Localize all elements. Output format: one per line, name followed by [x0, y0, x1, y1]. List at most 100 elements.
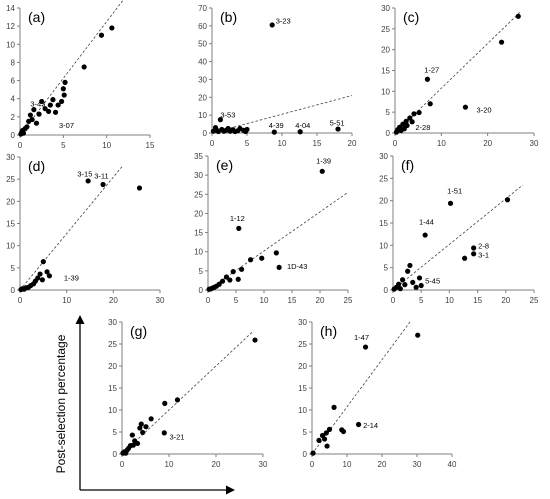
data-point — [319, 168, 325, 174]
data-point — [415, 332, 421, 338]
data-point — [252, 337, 258, 343]
data-point — [33, 120, 40, 126]
figure-y-label: Post-selection percentage — [54, 334, 68, 473]
y-tick-label: 30 — [198, 75, 207, 84]
x-tick-label: 10 — [102, 141, 111, 150]
y-tick-label: 15 — [108, 384, 117, 393]
x-tick-label: 10 — [62, 296, 71, 305]
y-tick-label: 10 — [6, 40, 15, 49]
data-point — [403, 118, 409, 124]
panel-label: (d) — [28, 158, 45, 174]
x-tick-label: 20 — [109, 296, 118, 305]
y-tick-label: 10 — [298, 406, 307, 415]
data-point — [411, 111, 417, 117]
y-tick-label: 10 — [381, 87, 390, 96]
data-point — [85, 178, 91, 184]
x-tick-label: 5 — [234, 296, 239, 305]
data-point — [310, 450, 316, 456]
data-point — [404, 122, 410, 129]
data-point — [24, 124, 30, 130]
data-point — [37, 271, 43, 277]
x-tick-label: 25 — [344, 296, 353, 305]
panel-label: (g) — [130, 323, 147, 339]
scatter-panel: 0 5 10 15 0 2 4 6 8 10 12 14 3-43 3-07 (a) — [6, 0, 155, 150]
data-point — [498, 39, 505, 45]
data-point — [138, 421, 144, 427]
x-tick-label: 20 — [348, 139, 357, 148]
data-point — [36, 111, 42, 117]
y-tick-label: 5 — [386, 108, 391, 117]
y-tick-label: 20 — [198, 93, 207, 102]
y-tick-label: 30 — [194, 171, 203, 180]
x-tick-label: 20 — [316, 296, 325, 305]
point-annotation: 1-39 — [316, 157, 331, 166]
data-point — [47, 102, 53, 108]
scatter-panel: 0 10 20 30 0 5 10 15 20 25 30 3-15 3-11 1-39 (d) — [6, 153, 165, 305]
data-point — [424, 76, 431, 82]
panel-grid: 0 5 10 15 0 2 4 6 8 10 12 14 3-43 3-07 (a) 0 5 10 15 20 0 10 2… — [6, 0, 539, 469]
scatter-panel: 0 10 20 30 0 5 10 15 20 25 30 1-27 3-20 2-28 (c) — [381, 4, 539, 148]
point-annotation: 5-51 — [330, 119, 345, 128]
data-point — [39, 277, 46, 283]
y-tick-label: 0 — [386, 129, 391, 138]
data-point — [422, 232, 428, 238]
x-tick-label: 10 — [445, 296, 454, 305]
data-point — [416, 275, 423, 281]
y-tick-label: 0 — [384, 286, 389, 295]
y-tick-label: 5 — [113, 428, 118, 437]
point-annotation: 1-12 — [230, 214, 245, 223]
x-tick-label: 10 — [165, 460, 174, 469]
fit-line — [19, 165, 123, 291]
point-annotation: 1-47 — [354, 333, 369, 342]
scatter-panel: 0 10 20 30 40 0 5 10 15 20 25 30 1-47 2-14 (h) — [298, 318, 457, 469]
data-point — [276, 264, 282, 271]
y-tick-label: 30 — [381, 4, 390, 13]
panel-label: (e) — [216, 157, 233, 173]
data-point — [418, 282, 424, 289]
data-point — [407, 262, 413, 269]
x-tick-label: 5 — [61, 141, 66, 150]
data-point — [324, 443, 330, 449]
x-tick-label: 0 — [206, 296, 211, 305]
x-tick-label: 15 — [288, 296, 297, 305]
y-tick-label: 15 — [6, 220, 15, 229]
data-point — [223, 274, 230, 280]
y-tick-label: 12 — [6, 22, 15, 31]
data-point — [471, 251, 477, 257]
data-point — [397, 286, 403, 292]
point-annotation: 2-8 — [478, 241, 489, 250]
x-tick-label: 0 — [120, 460, 125, 469]
y-tick-label: 8 — [11, 58, 16, 67]
y-tick-label: 70 — [198, 4, 207, 13]
y-tick-label: 0 — [11, 286, 16, 295]
data-point — [162, 400, 168, 406]
y-tick-label: 20 — [194, 209, 203, 218]
y-tick-label: 10 — [379, 241, 388, 250]
point-annotation: 5-45 — [425, 277, 440, 286]
data-point — [40, 259, 46, 265]
y-tick-label: 40 — [198, 58, 207, 67]
y-tick-label: 5 — [303, 428, 308, 437]
x-tick-label: 0 — [18, 141, 23, 150]
y-tick-label: 0 — [303, 450, 308, 459]
x-tick-label: 20 — [483, 139, 492, 148]
data-point — [219, 278, 226, 284]
y-tick-label: 30 — [6, 153, 15, 162]
data-point — [247, 257, 254, 263]
data-point — [148, 416, 154, 422]
data-point — [236, 225, 242, 231]
data-point — [130, 442, 136, 448]
data-point — [55, 102, 61, 108]
data-point — [409, 119, 415, 125]
data-point — [61, 92, 67, 98]
panel-label: (a) — [28, 9, 45, 25]
y-tick-label: 30 — [379, 152, 388, 161]
data-point — [216, 281, 222, 287]
data-point — [326, 426, 333, 432]
fit-line — [392, 184, 523, 291]
data-point — [39, 98, 45, 105]
point-annotation: 3-21 — [169, 432, 184, 441]
data-point — [81, 64, 87, 70]
data-point — [462, 104, 469, 110]
data-point — [407, 115, 413, 121]
